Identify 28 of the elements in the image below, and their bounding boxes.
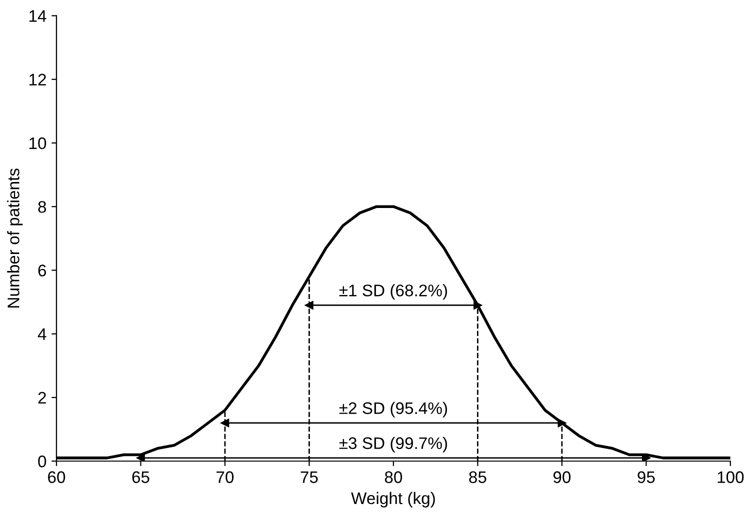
x-tick-label: 100 <box>718 471 744 484</box>
annotation: ±1 SD (68.2%) <box>339 284 448 300</box>
x-tick-label: 80 <box>384 471 402 484</box>
y-tick-label: 12 <box>29 74 46 86</box>
point <box>220 418 230 428</box>
y-tick-label: 10 <box>29 137 46 150</box>
x-tick-label: 75 <box>300 471 318 484</box>
x-tick-label: 85 <box>469 471 486 484</box>
x-tick-label: 90 <box>553 471 571 484</box>
y-tick-label: 6 <box>38 264 46 276</box>
y-tick-label: 8 <box>38 201 46 213</box>
y-tick-label: 2 <box>38 392 46 404</box>
annotation: ±3 SD (99.7%) <box>339 436 448 452</box>
x-axis-title: Weight (kg) <box>351 492 435 508</box>
point <box>136 454 145 462</box>
point <box>305 301 314 310</box>
y-axis-title: Number of patients <box>7 168 23 308</box>
x-tick-label: 95 <box>638 471 655 484</box>
point <box>558 418 566 428</box>
x-tick-label: 60 <box>48 471 66 484</box>
point <box>474 301 482 310</box>
x-tick-label: 65 <box>132 471 150 484</box>
annotation: ±2 SD (95.4%) <box>339 402 448 418</box>
y-tick-label: 4 <box>38 328 46 340</box>
x-tick-label: 70 <box>216 471 234 484</box>
point <box>642 454 650 462</box>
y-tick-label: 14 <box>29 10 46 22</box>
y-tick-label: 0 <box>38 456 46 468</box>
